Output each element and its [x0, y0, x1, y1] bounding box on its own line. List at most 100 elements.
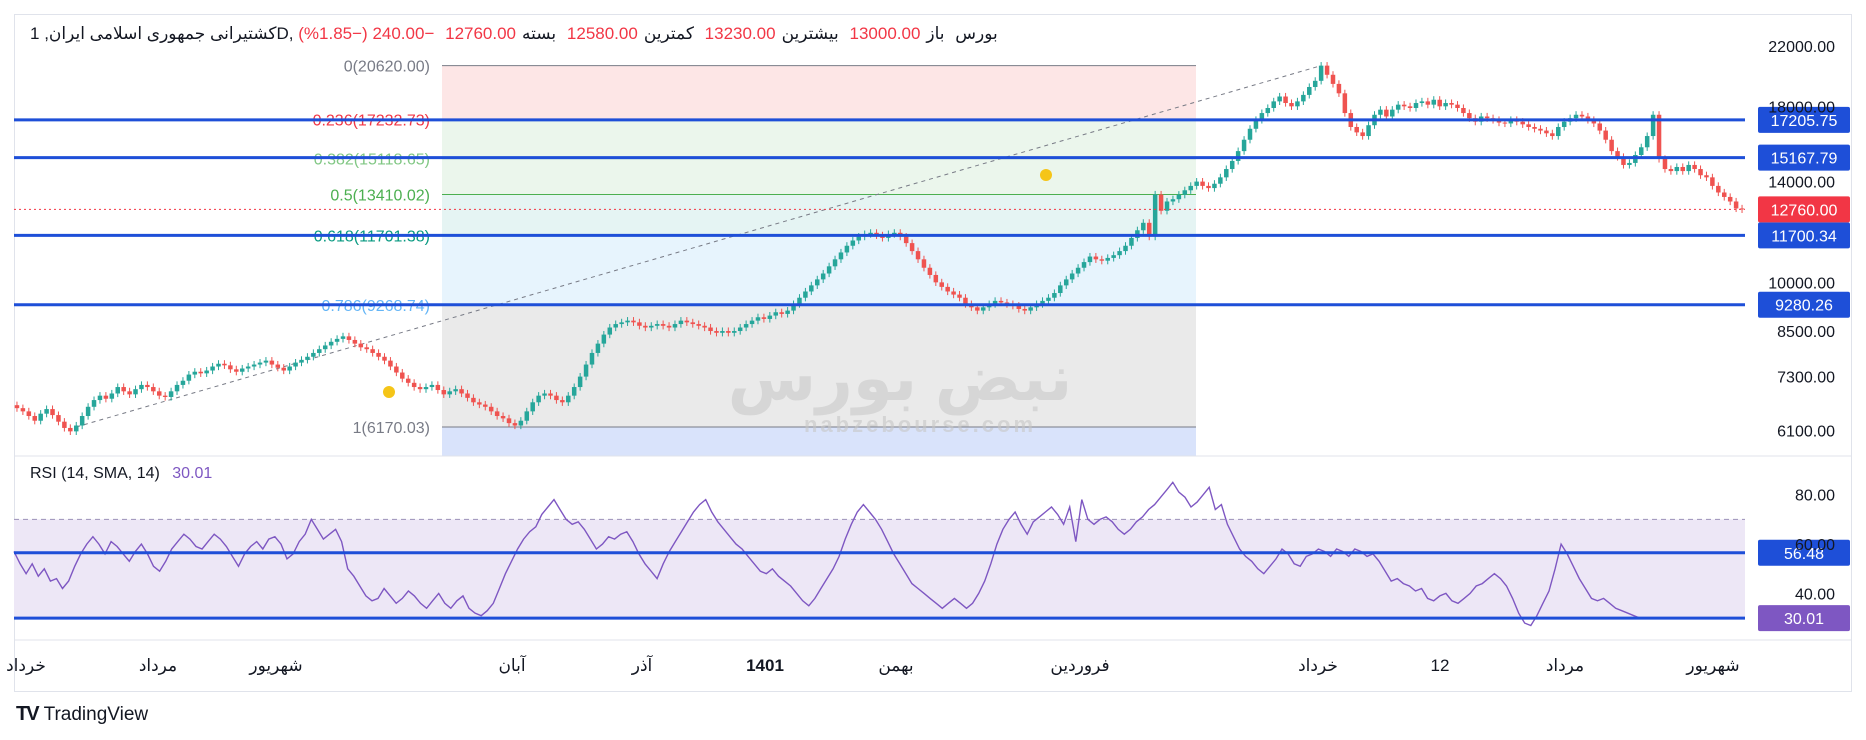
open-label: باز: [926, 24, 945, 43]
candle-body: [198, 371, 203, 374]
high-value: 13230.00: [704, 24, 776, 43]
candle-body: [234, 369, 239, 372]
candle-body: [1336, 83, 1342, 94]
candle-body: [844, 245, 850, 253]
candle-body: [471, 397, 476, 403]
candle-body: [1146, 222, 1152, 237]
candle-body: [1550, 133, 1555, 137]
candle-body: [1366, 125, 1371, 137]
candle-body: [494, 411, 500, 417]
candle-body: [909, 243, 915, 252]
candle-body: [382, 356, 387, 361]
candle-body: [678, 320, 684, 325]
fib-level-label: 0.786(9268.74): [321, 298, 430, 315]
candle-body: [1330, 74, 1336, 84]
candle-body: [791, 304, 796, 311]
candle-body: [210, 366, 215, 371]
tradingview-logo[interactable]: TV TradingView: [16, 703, 148, 726]
candle-body: [921, 259, 927, 268]
price-level-label: 17205.75: [1771, 113, 1838, 130]
price-axis-tick: 8500.00: [1777, 324, 1835, 341]
candle-body: [216, 363, 221, 367]
candle-body: [1532, 126, 1537, 129]
candle-body: [1390, 109, 1395, 117]
candle-body: [346, 336, 352, 340]
candle-body: [1265, 107, 1271, 114]
candle-body: [1235, 151, 1241, 161]
time-axis-tick: بهمن: [878, 656, 913, 676]
candle-body: [785, 310, 790, 314]
rsi-band: [14, 518, 1745, 619]
candle-body: [1087, 256, 1093, 263]
candle-body: [204, 370, 209, 374]
candle-body: [1212, 183, 1217, 189]
candle-body: [1312, 80, 1318, 88]
candle-body: [548, 393, 553, 396]
candle-body: [1461, 107, 1466, 114]
candle-body: [459, 389, 464, 394]
candle-body: [1218, 177, 1223, 184]
candle-body: [1360, 132, 1365, 137]
candle-body: [1224, 169, 1229, 178]
time-axis-tick: خرداد: [6, 656, 46, 675]
candle-body: [649, 325, 654, 328]
candle-body: [672, 324, 678, 328]
candle-body: [589, 352, 595, 365]
candle-body: [975, 307, 980, 311]
candle-body: [376, 352, 381, 357]
candle-body: [222, 363, 227, 366]
candle-body: [85, 406, 91, 417]
candle-body: [1419, 101, 1425, 104]
candle-body: [1188, 185, 1193, 191]
time-axis-tick: مرداد: [139, 656, 177, 675]
candle-body: [826, 266, 832, 274]
candle-body: [417, 387, 423, 390]
symbol-title[interactable]: کشتیرانی جمهوری اسلامی ایران, 1D, بورس: [30, 24, 998, 43]
price-level-label: 15167.79: [1771, 151, 1838, 168]
candle-body: [998, 300, 1004, 303]
fibonacci-retracement[interactable]: 0(20620.00)0.236(17232.73)0.382(15118.65…: [313, 59, 1196, 456]
candle-body: [245, 366, 251, 369]
candle-body: [156, 391, 162, 396]
time-axis-tick: 12: [1431, 656, 1450, 675]
candle-body: [643, 325, 648, 328]
time-axis-tick: آبان: [498, 654, 526, 675]
fib-level-label: 0.382(15118.65): [314, 152, 430, 169]
watermark-url: nabzebourse.com: [804, 412, 1036, 437]
axes: 22000.00 18000.00 14000.00 10000.00 8500.00 7…: [6, 39, 1852, 676]
horizontal-levels[interactable]: 17205.75 15167.79 11700.34 9280.26 12760.00: [14, 106, 1850, 318]
current-price-tag: [1758, 196, 1850, 223]
candle-body: [850, 240, 856, 246]
candle-body: [1324, 65, 1330, 75]
candle-body: [566, 395, 571, 403]
candle-body: [79, 416, 85, 426]
candle-body: [1508, 119, 1514, 124]
candle-body: [518, 420, 524, 426]
rsi-legend-label[interactable]: RSI (14, SMA, 14): [30, 465, 160, 482]
price-level-label: 11700.34: [1771, 228, 1837, 245]
candle-body: [749, 320, 755, 325]
candle-body: [939, 282, 944, 287]
candle-body: [684, 320, 690, 323]
candle-body: [1040, 300, 1045, 305]
candle-body: [820, 273, 826, 280]
candle-body: [803, 291, 808, 298]
high-label: بیشترین: [781, 24, 839, 43]
candle-body: [441, 390, 447, 395]
candle-body: [1129, 237, 1134, 246]
candle-body: [477, 402, 482, 405]
candle-body: [1591, 119, 1597, 124]
candle-body: [1247, 128, 1253, 140]
candle-body: [1277, 96, 1282, 102]
close-value: 12760.00: [445, 24, 517, 43]
candle-body: [394, 366, 399, 373]
candle-body: [1241, 139, 1247, 152]
candle-body: [838, 252, 844, 260]
candle-body: [512, 423, 518, 426]
candle-body: [1123, 245, 1128, 252]
candle-body: [1295, 101, 1300, 107]
candle-body: [364, 347, 369, 350]
candle-body: [32, 416, 38, 421]
candle-body: [1538, 128, 1543, 131]
